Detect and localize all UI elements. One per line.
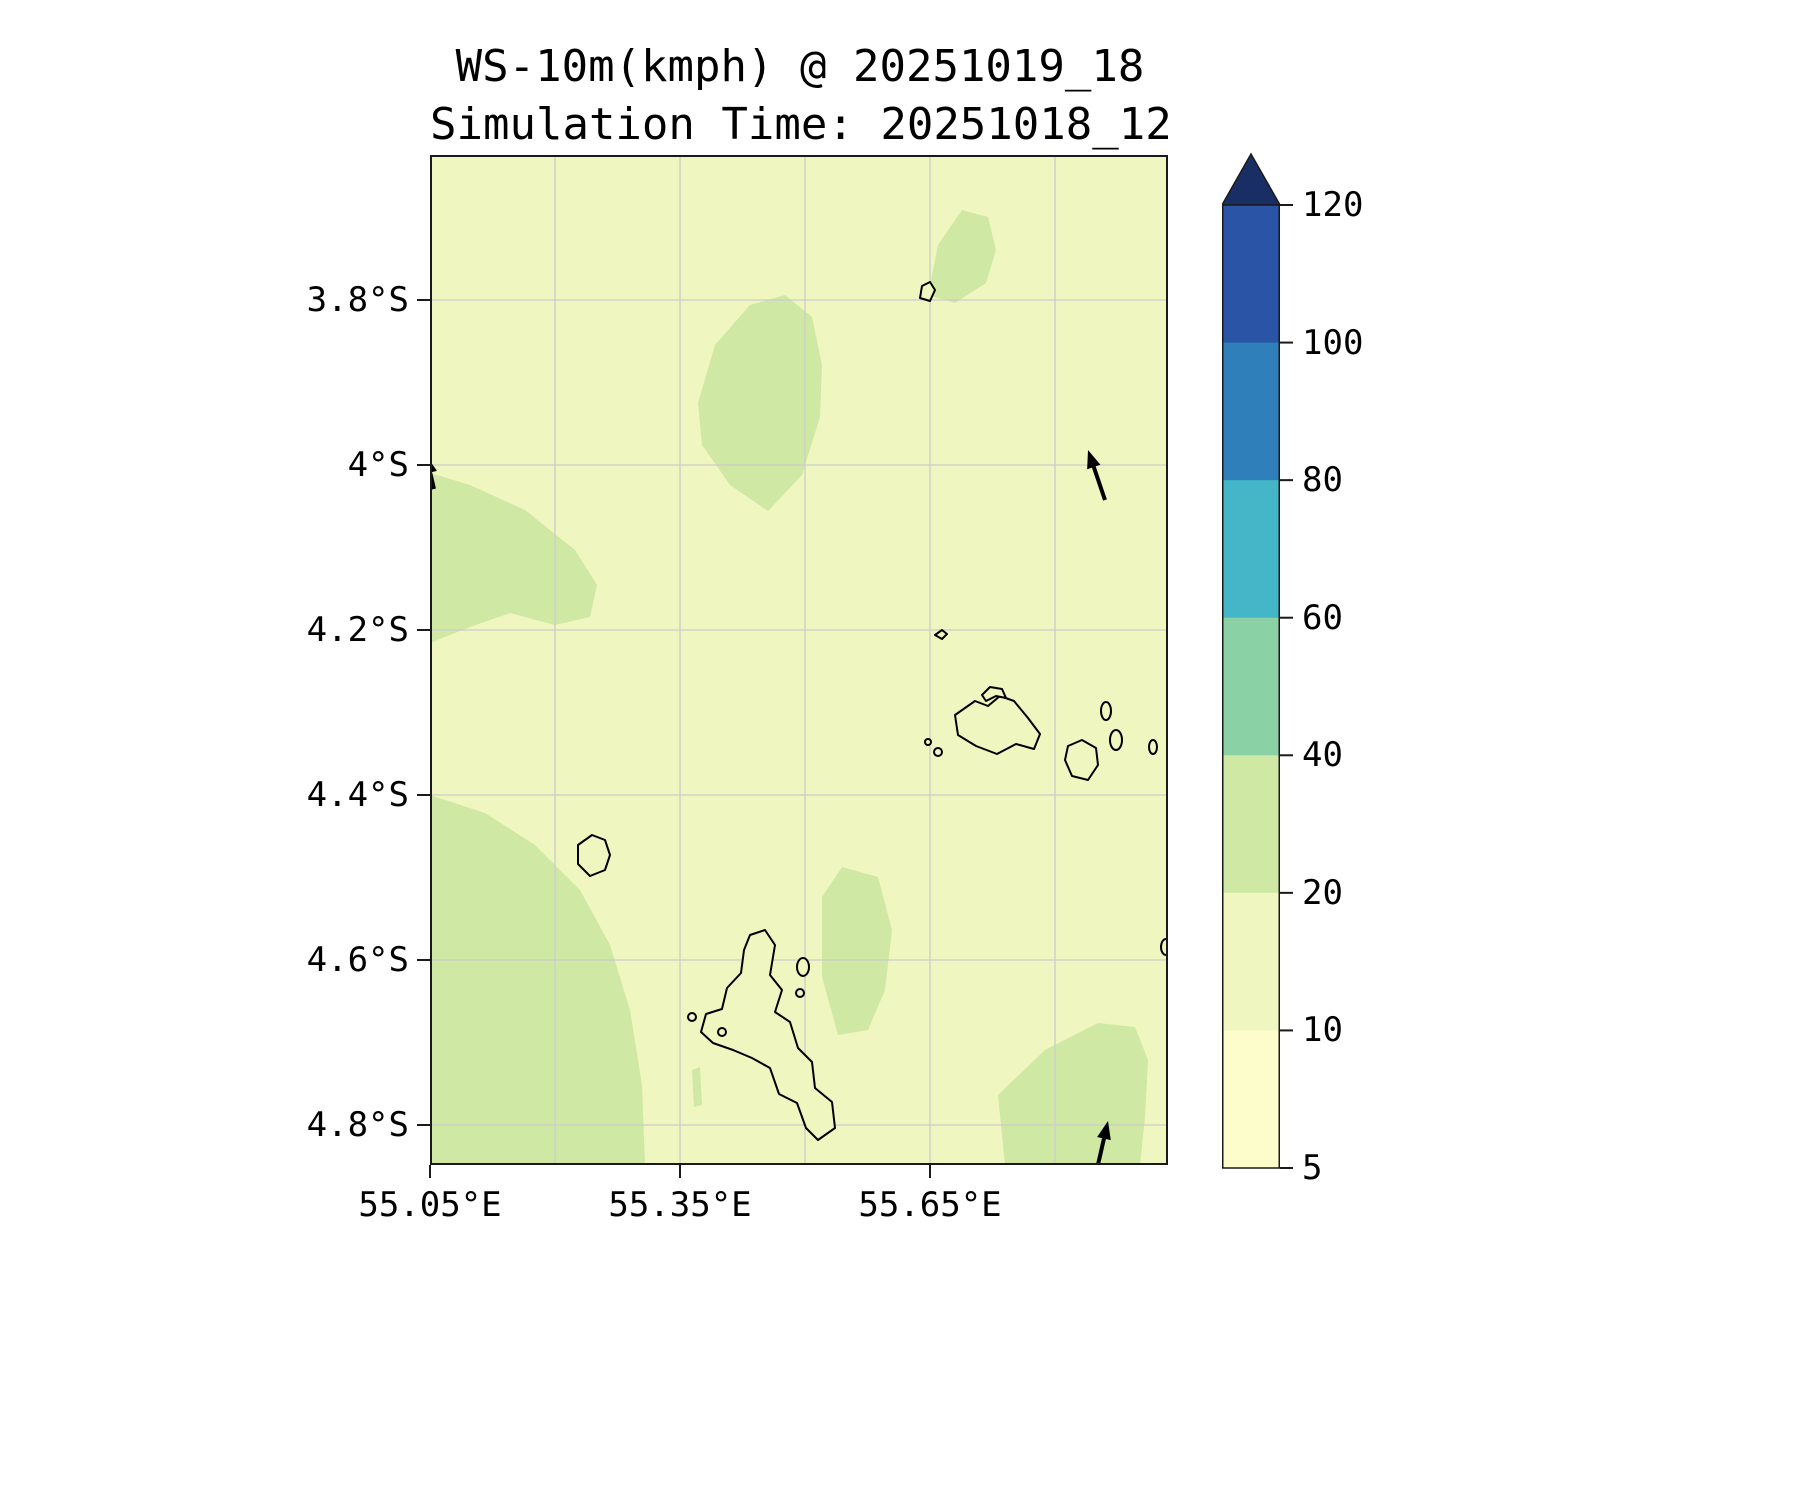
y-tick-mark [417, 959, 430, 961]
coastline-small-islet-4p2s [934, 629, 948, 640]
colorbar-tick-label: 40 [1302, 735, 1343, 776]
y-tick-label: 4.8°S [306, 1105, 409, 1145]
coastline-islet [1148, 739, 1158, 755]
colorbar-tick-label: 120 [1302, 185, 1364, 225]
contour-patch-southwest-blob [430, 795, 645, 1165]
y-tick-label: 4.4°S [306, 775, 409, 815]
colorbar-segment [1222, 892, 1280, 1031]
contour-patch-north-central-blob [698, 295, 822, 511]
coastline-north-islet [919, 281, 936, 302]
coastline-islet [1100, 701, 1112, 721]
x-tick-mark [429, 1165, 431, 1178]
wind-arrow-shaft [1091, 466, 1107, 501]
coastline-islet [924, 738, 932, 746]
colorbar-segment [1222, 480, 1280, 619]
colorbar-tick-label: 20 [1302, 872, 1343, 913]
colorbar-segment [1222, 205, 1280, 344]
coastline-curieuse [981, 686, 1007, 702]
y-tick-label: 3.8°S [306, 280, 409, 320]
contour-patch-north-small-blob [928, 210, 996, 303]
colorbar-segment [1222, 342, 1280, 481]
plot-title-line2: Simulation Time: 20251018_12 [430, 99, 1172, 150]
colorbar-border [1222, 204, 1280, 1169]
coastline-islet [687, 1012, 697, 1022]
contour-patch-small-sliver [692, 1067, 702, 1107]
wind-arrow-head [1087, 450, 1101, 470]
x-tick-label: 55.35°E [608, 1185, 752, 1225]
colorbar-svg [1220, 152, 1293, 1169]
colorbar-tick-label: 60 [1302, 597, 1343, 638]
colorbar-segment [1222, 617, 1280, 756]
x-tick-label: 55.05°E [358, 1185, 502, 1225]
coastline-praslin [954, 695, 1041, 755]
map-plot [430, 155, 1168, 1165]
colorbar-extend-triangle [1220, 152, 1282, 206]
map-svg [430, 155, 1168, 1165]
coastline-islet [717, 1027, 727, 1037]
coastline-la-digue [1064, 739, 1099, 781]
colorbar [1220, 150, 1306, 1172]
contour-patch-southeast-corner-blob [998, 1023, 1148, 1165]
y-tick-label: 4°S [347, 445, 409, 485]
colorbar-tick-label: 80 [1302, 460, 1343, 501]
coastline-islet [1109, 729, 1123, 751]
coastline-silhouette [577, 834, 611, 877]
y-tick-mark [417, 299, 430, 301]
colorbar-segment [1222, 1030, 1280, 1169]
y-tick-mark [417, 629, 430, 631]
plot-border [430, 155, 1168, 1165]
colorbar-tick-label: 100 [1302, 322, 1364, 363]
contour-patch-southeast-central-blob [822, 867, 892, 1035]
y-tick-mark [417, 464, 430, 466]
plot-title-line1: WS-10m(kmph) @ 20251019_18 [455, 41, 1145, 92]
y-tick-label: 4.2°S [306, 610, 409, 650]
y-tick-mark [417, 794, 430, 796]
x-tick-label: 55.65°E [858, 1185, 1002, 1225]
plot-title: WS-10m(kmph) @ 20251019_18 Simulation Ti… [430, 38, 1172, 154]
colorbar-tick-label: 10 [1302, 1010, 1343, 1051]
colorbar-tick-label: 5 [1302, 1148, 1323, 1188]
y-tick-label: 4.6°S [306, 940, 409, 980]
coastline-islet [933, 747, 943, 757]
coastline-islet [795, 988, 805, 998]
x-tick-mark [679, 1165, 681, 1178]
colorbar-segment [1222, 755, 1280, 894]
y-tick-mark [417, 1124, 430, 1126]
x-tick-mark [929, 1165, 931, 1178]
coastline-islet [796, 957, 810, 977]
wind-arrow-head [1097, 1121, 1111, 1141]
coastline-mahe [700, 929, 836, 1141]
